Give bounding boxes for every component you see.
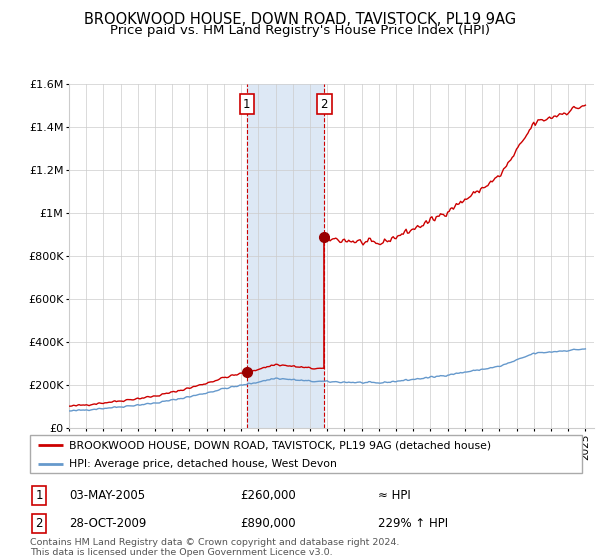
Text: Contains HM Land Registry data © Crown copyright and database right 2024.
This d: Contains HM Land Registry data © Crown c…	[30, 538, 400, 557]
Bar	[247, 84, 324, 428]
Text: 1: 1	[243, 98, 251, 111]
Text: Price paid vs. HM Land Registry's House Price Index (HPI): Price paid vs. HM Land Registry's House …	[110, 24, 490, 36]
Text: BROOKWOOD HOUSE, DOWN ROAD, TAVISTOCK, PL19 9AG (detached house): BROOKWOOD HOUSE, DOWN ROAD, TAVISTOCK, P…	[68, 440, 491, 450]
Text: 2: 2	[35, 517, 43, 530]
Text: £890,000: £890,000	[240, 517, 296, 530]
Text: 28-OCT-2009: 28-OCT-2009	[69, 517, 146, 530]
Text: ≈ HPI: ≈ HPI	[378, 489, 411, 502]
Text: 1: 1	[35, 489, 43, 502]
Text: HPI: Average price, detached house, West Devon: HPI: Average price, detached house, West…	[68, 459, 337, 469]
Text: 229% ↑ HPI: 229% ↑ HPI	[378, 517, 448, 530]
Text: 2: 2	[320, 98, 328, 111]
Text: £260,000: £260,000	[240, 489, 296, 502]
Text: 03-MAY-2005: 03-MAY-2005	[69, 489, 145, 502]
Text: BROOKWOOD HOUSE, DOWN ROAD, TAVISTOCK, PL19 9AG: BROOKWOOD HOUSE, DOWN ROAD, TAVISTOCK, P…	[84, 12, 516, 27]
